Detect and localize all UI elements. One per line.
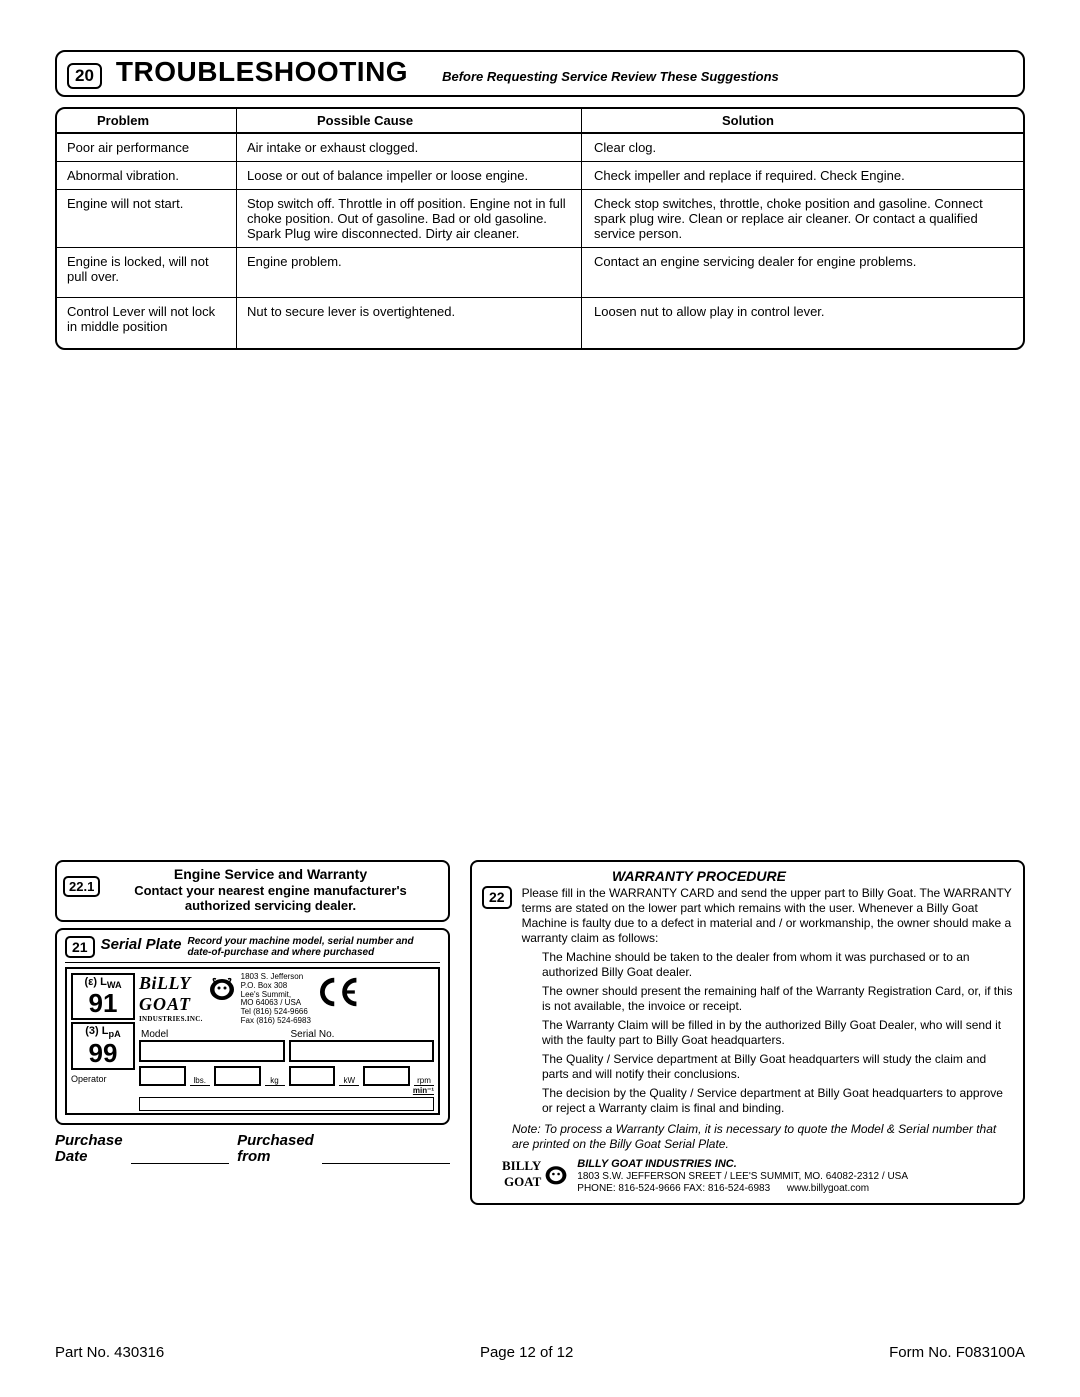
warranty-title: WARRANTY PROCEDURE xyxy=(612,868,1013,886)
ce-mark-icon xyxy=(315,973,363,1011)
table-row: Control Lever will not lock in middle po… xyxy=(57,298,1023,348)
goat-icon xyxy=(207,973,237,1003)
serial-label: Serial No. xyxy=(291,1029,435,1040)
section-20-header: 20 TROUBLESHOOTING Before Requesting Ser… xyxy=(55,50,1025,97)
badge-21: 21 xyxy=(65,936,95,958)
warranty-b5: The decision by the Quality / Service de… xyxy=(542,1086,1013,1116)
badge-22: 22 xyxy=(482,886,512,910)
serial-plate-note: Record your machine model, serial number… xyxy=(187,936,440,958)
engine-service-box: 22.1 Engine Service and Warranty Contact… xyxy=(55,860,450,922)
lbs-field[interactable] xyxy=(139,1066,186,1086)
serial-plate-title: Serial Plate xyxy=(101,936,182,953)
purchase-date-line[interactable] xyxy=(131,1148,230,1164)
purchase-lines: Purchase Date Purchased from xyxy=(55,1133,450,1166)
col-solution: Solution xyxy=(582,109,1023,132)
purchased-from-line[interactable] xyxy=(322,1148,450,1164)
operator-field[interactable] xyxy=(139,1097,434,1111)
billy-goat-logo: BiLLY GOAT INDUSTRIES.INC. xyxy=(139,973,203,1023)
serial-field[interactable] xyxy=(289,1040,435,1062)
rpm-field[interactable] xyxy=(363,1066,410,1086)
part-no: Part No. 430316 xyxy=(55,1344,164,1361)
troubleshooting-table: Problem Possible Cause Solution Poor air… xyxy=(55,107,1025,350)
engine-title: Engine Service and Warranty xyxy=(101,866,440,883)
engine-text: Contact your nearest engine manufacturer… xyxy=(101,883,440,914)
serial-plate-box: 21 Serial Plate Record your machine mode… xyxy=(55,928,450,1125)
warranty-b1: The Machine should be taken to the deale… xyxy=(542,950,1013,980)
operator-label: Operator xyxy=(71,1074,107,1084)
model-field[interactable] xyxy=(139,1040,285,1062)
badge-22-1: 22.1 xyxy=(63,876,100,897)
company-footer: BILLY GOAT BILLY GOAT INDUSTRIES INC. 18… xyxy=(502,1158,1013,1195)
kg-field[interactable] xyxy=(214,1066,261,1086)
col-problem: Problem xyxy=(57,109,237,132)
warranty-b4: The Quality / Service department at Bill… xyxy=(542,1052,1013,1082)
col-cause: Possible Cause xyxy=(237,109,582,132)
page-num: Page 12 of 12 xyxy=(480,1344,573,1361)
goat-icon-small xyxy=(543,1161,569,1187)
section-20-title: TROUBLESHOOTING xyxy=(116,56,408,88)
table-row: Poor air performanceAir intake or exhaus… xyxy=(57,134,1023,162)
warranty-b3: The Warranty Claim will be filled in by … xyxy=(542,1018,1013,1048)
serial-plate-body: (ε) LWA 91 (3) LpA 99 Operator BiLLY xyxy=(65,967,440,1115)
warranty-box: WARRANTY PROCEDURE 22 Please fill in the… xyxy=(470,860,1025,1205)
warranty-b2: The owner should present the remaining h… xyxy=(542,984,1013,1014)
sound-badge-lpa: (3) LpA 99 xyxy=(71,1022,135,1069)
warranty-intro: Please fill in the WARRANTY CARD and sen… xyxy=(522,886,1013,946)
form-no: Form No. F083100A xyxy=(889,1344,1025,1361)
ts-header-row: Problem Possible Cause Solution xyxy=(57,109,1023,134)
company-address: 1803 S. Jefferson P.O. Box 308 Lee's Sum… xyxy=(241,973,311,1026)
section-num-20: 20 xyxy=(67,63,102,89)
table-row: Engine will not start.Stop switch off. T… xyxy=(57,190,1023,248)
table-row: Engine is locked, will not pull over.Eng… xyxy=(57,248,1023,298)
section-20-subtitle: Before Requesting Service Review These S… xyxy=(442,69,779,84)
sound-badge-lwa: (ε) LWA 91 xyxy=(71,973,135,1020)
table-row: Abnormal vibration.Loose or out of balan… xyxy=(57,162,1023,190)
warranty-note: Note: To process a Warranty Claim, it is… xyxy=(512,1122,1013,1152)
model-label: Model xyxy=(141,1029,285,1040)
page-footer: Part No. 430316 Page 12 of 12 Form No. F… xyxy=(55,1344,1025,1361)
kw-field[interactable] xyxy=(289,1066,336,1086)
